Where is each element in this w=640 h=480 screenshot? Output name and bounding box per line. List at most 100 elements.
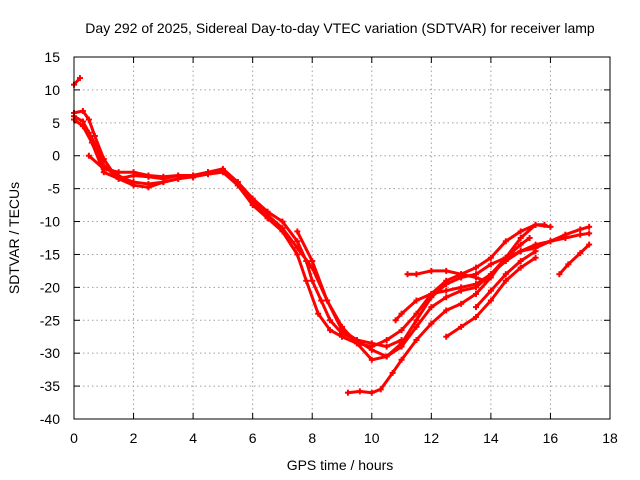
y-tick-label: -30 xyxy=(40,345,60,361)
x-tick-label: 12 xyxy=(424,430,440,446)
x-tick-label: 14 xyxy=(483,430,499,446)
data-point xyxy=(443,281,450,288)
data-point xyxy=(377,386,384,393)
data-point xyxy=(398,310,405,317)
data-point xyxy=(85,152,92,159)
data-point xyxy=(318,297,325,304)
data-point xyxy=(443,333,450,340)
y-tick-labels: 15 10 5 0 -5 -10 -15 -20 -25 -30 -35 -40 xyxy=(40,49,60,427)
data-point xyxy=(458,300,465,307)
data-point xyxy=(532,248,539,255)
y-tick-label: -5 xyxy=(48,181,61,197)
data-point xyxy=(532,254,539,261)
data-point xyxy=(85,116,92,123)
data-point xyxy=(413,337,420,344)
data-point xyxy=(517,241,524,248)
data-point xyxy=(547,238,554,245)
data-point xyxy=(404,271,411,278)
y-axis-label: SDTVAR / TECUs xyxy=(6,182,22,294)
data-point xyxy=(309,258,316,265)
series-s3 xyxy=(72,114,552,349)
data-point xyxy=(294,251,301,258)
data-point xyxy=(88,139,95,146)
data-point xyxy=(160,173,167,180)
x-tick-label: 6 xyxy=(249,430,257,446)
data-point xyxy=(383,337,390,344)
x-axis-label: GPS time / hours xyxy=(287,457,394,473)
data-point xyxy=(339,323,345,330)
data-point xyxy=(79,107,86,114)
y-tick-label: -10 xyxy=(40,214,60,230)
data-point xyxy=(294,238,301,245)
data-point xyxy=(79,123,86,130)
series-s6 xyxy=(295,225,591,362)
data-point xyxy=(115,169,122,176)
data-point xyxy=(458,323,465,330)
series-s12 xyxy=(557,243,591,276)
data-point xyxy=(309,277,316,284)
data-point xyxy=(324,297,331,304)
data-point xyxy=(279,225,286,232)
y-tick-label: 15 xyxy=(44,49,60,65)
data-point xyxy=(368,356,375,363)
data-point xyxy=(389,369,396,376)
data-point xyxy=(205,169,211,176)
data-point xyxy=(279,218,286,225)
data-point xyxy=(130,182,137,189)
data-point xyxy=(458,284,465,291)
y-tick-label: -40 xyxy=(40,411,60,427)
data-point xyxy=(327,317,334,324)
data-point xyxy=(487,254,494,261)
data-point xyxy=(556,271,563,278)
data-point xyxy=(586,230,593,237)
data-point xyxy=(428,320,435,327)
data-point xyxy=(502,238,509,245)
x-tick-label: 4 xyxy=(189,430,197,446)
data-point xyxy=(353,340,360,347)
x-tick-label: 18 xyxy=(602,430,618,446)
data-point xyxy=(315,310,322,317)
data-point xyxy=(398,327,405,334)
data-point xyxy=(473,290,479,297)
data-point xyxy=(502,277,509,284)
data-point xyxy=(327,327,334,334)
data-point xyxy=(502,254,509,261)
y-tick-label: -35 xyxy=(40,378,60,394)
data-point xyxy=(190,174,197,181)
data-point xyxy=(517,248,524,255)
series-layer xyxy=(71,75,593,396)
x-tick-label: 16 xyxy=(543,430,559,446)
data-point xyxy=(487,271,494,278)
data-point xyxy=(443,307,450,314)
data-point xyxy=(443,287,450,294)
data-point xyxy=(413,310,420,317)
data-point xyxy=(264,211,271,218)
y-tick-label: 5 xyxy=(52,115,60,131)
data-point xyxy=(413,297,420,304)
data-point xyxy=(344,389,351,396)
x-tick-label: 8 xyxy=(308,430,316,446)
data-point xyxy=(249,198,256,205)
y-tick-label: 0 xyxy=(52,148,60,164)
data-point xyxy=(458,271,465,278)
data-point xyxy=(428,304,435,311)
plot-frame xyxy=(73,56,611,420)
data-point xyxy=(487,297,494,304)
x-tick-label: 10 xyxy=(364,430,380,446)
data-point xyxy=(428,290,435,297)
data-point xyxy=(526,235,533,241)
x-tick-labels: 0 2 4 6 8 10 12 14 16 18 xyxy=(70,430,618,446)
data-point xyxy=(413,317,420,324)
data-point xyxy=(565,261,572,268)
data-point xyxy=(547,223,554,230)
data-point xyxy=(76,75,83,82)
y-tick-label: -25 xyxy=(40,312,60,328)
data-point xyxy=(487,287,494,294)
data-point xyxy=(586,223,593,230)
data-point xyxy=(517,258,524,265)
y-tick-label: -20 xyxy=(40,279,60,295)
data-point xyxy=(294,228,301,235)
y-tick-label: -15 xyxy=(40,246,60,262)
data-point xyxy=(532,221,539,228)
